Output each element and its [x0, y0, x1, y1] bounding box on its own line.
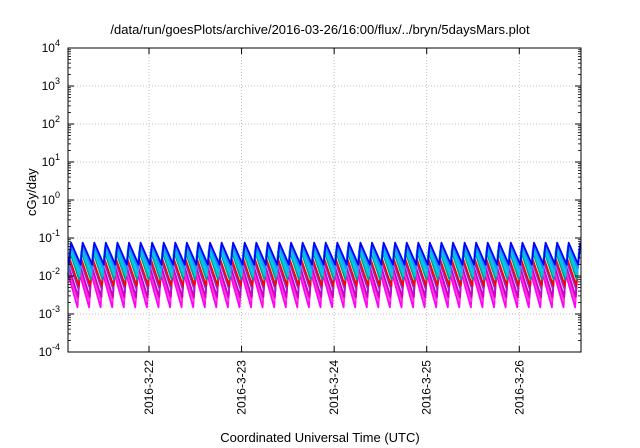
- y-tick-label: 103: [42, 76, 60, 93]
- y-tick-exponent: 1: [55, 152, 60, 162]
- x-tick-label: 2016-3-23: [235, 360, 249, 415]
- y-tick-exponent: 2: [55, 114, 60, 124]
- series-lines: [67, 241, 582, 309]
- y-tick-exponent: -4: [52, 342, 60, 352]
- y-tick-label: 10-4: [39, 342, 60, 359]
- y-tick-label: 101: [42, 152, 60, 169]
- y-tick-base: 10: [42, 155, 56, 169]
- y-tick-exponent: -3: [52, 304, 60, 314]
- y-tick-exponent: 0: [55, 190, 60, 200]
- y-tick-exponent: -2: [52, 266, 60, 276]
- y-tick-base: 10: [39, 231, 53, 245]
- x-tick-label: 2016-3-22: [142, 360, 156, 415]
- plot-frame: [67, 47, 582, 353]
- chart-title: /data/run/goesPlots/archive/2016-03-26/1…: [110, 22, 530, 37]
- x-tick-label: 2016-3-26: [512, 360, 526, 415]
- y-tick-base: 10: [42, 41, 56, 55]
- y-tick-base: 10: [42, 193, 56, 207]
- y-tick-base: 10: [39, 307, 53, 321]
- x-tick-label: 2016-3-24: [327, 360, 341, 415]
- series-line: [68, 241, 582, 266]
- y-tick-exponent: -1: [52, 228, 60, 238]
- y-tick-label: 102: [42, 114, 60, 131]
- y-tick-exponent: 3: [55, 76, 60, 86]
- axis-ticks: 10-410-310-210-11001011021031042016-3-22…: [39, 38, 581, 415]
- y-tick-label: 10-1: [39, 228, 60, 245]
- x-tick-label: 2016-3-25: [420, 360, 434, 415]
- x-axis-label: Coordinated Universal Time (UTC): [220, 430, 420, 445]
- y-tick-label: 10-3: [39, 304, 60, 321]
- y-tick-base: 10: [42, 79, 56, 93]
- y-tick-label: 100: [42, 190, 60, 207]
- y-tick-exponent: 4: [55, 38, 60, 48]
- y-tick-base: 10: [39, 345, 53, 359]
- y-tick-base: 10: [39, 269, 53, 283]
- y-tick-base: 10: [42, 117, 56, 131]
- grid-lines: [68, 48, 581, 352]
- y-tick-label: 10-2: [39, 266, 60, 283]
- y-tick-label: 104: [42, 38, 60, 55]
